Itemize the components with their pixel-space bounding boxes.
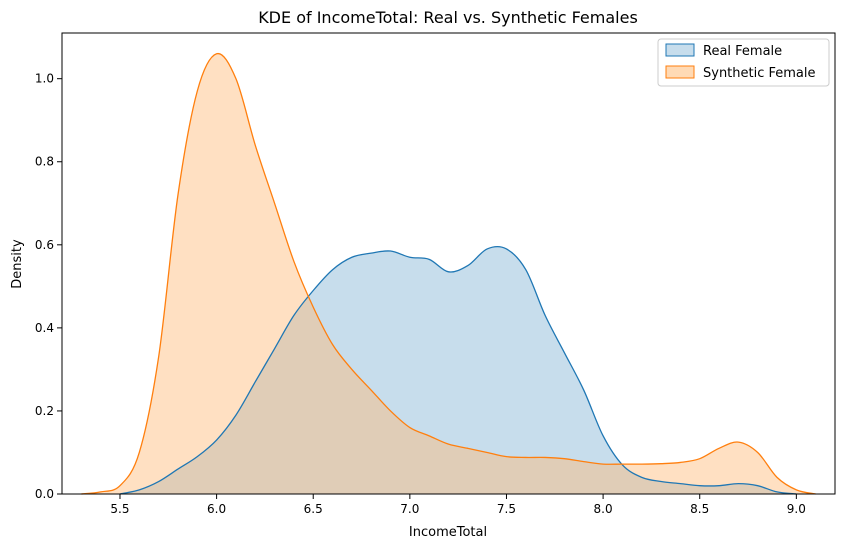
series-area-0 (119, 246, 797, 494)
series-area-1 (81, 53, 816, 494)
x-axis-label: IncomeTotal (409, 525, 487, 540)
y-tick-label: 1.0 (35, 72, 54, 86)
y-tick-label: 0.4 (35, 321, 54, 335)
x-tick-label: 7.0 (400, 502, 419, 516)
x-tick-label: 8.5 (690, 502, 709, 516)
y-tick-label: 0.8 (35, 155, 54, 169)
legend-swatch-real (665, 43, 695, 57)
plot-frame (61, 32, 836, 495)
legend-label-synthetic: Synthetic Female (703, 66, 816, 81)
series-line-0 (119, 245, 797, 495)
y-tick-label: 0.6 (35, 238, 54, 252)
y-tick-label: 0.2 (35, 404, 54, 418)
x-tick-label: 6.5 (304, 502, 323, 516)
x-axis: 5.5 6.0 6.5 7.0 7.5 8.0 8.5 9.0 (110, 494, 806, 516)
y-axis-label: Density (10, 239, 25, 289)
x-tick-label: 9.0 (787, 502, 806, 516)
series-line-1 (81, 52, 816, 495)
x-tick-label: 8.0 (594, 502, 613, 516)
legend-frame (657, 38, 830, 87)
legend-label-real: Real Female (703, 44, 782, 59)
x-tick-label: 5.5 (110, 502, 129, 516)
legend-swatch-synthetic (665, 65, 695, 79)
y-tick-label: 0.0 (35, 487, 54, 501)
x-tick-label: 7.5 (497, 502, 516, 516)
legend: Real Female Synthetic Female (657, 38, 830, 87)
plot-area (81, 52, 816, 495)
x-tick-label: 6.0 (207, 502, 226, 516)
chart-title: KDE of IncomeTotal: Real vs. Synthetic F… (258, 8, 638, 27)
y-axis: 0.0 0.2 0.4 0.6 0.8 1.0 (35, 72, 62, 501)
